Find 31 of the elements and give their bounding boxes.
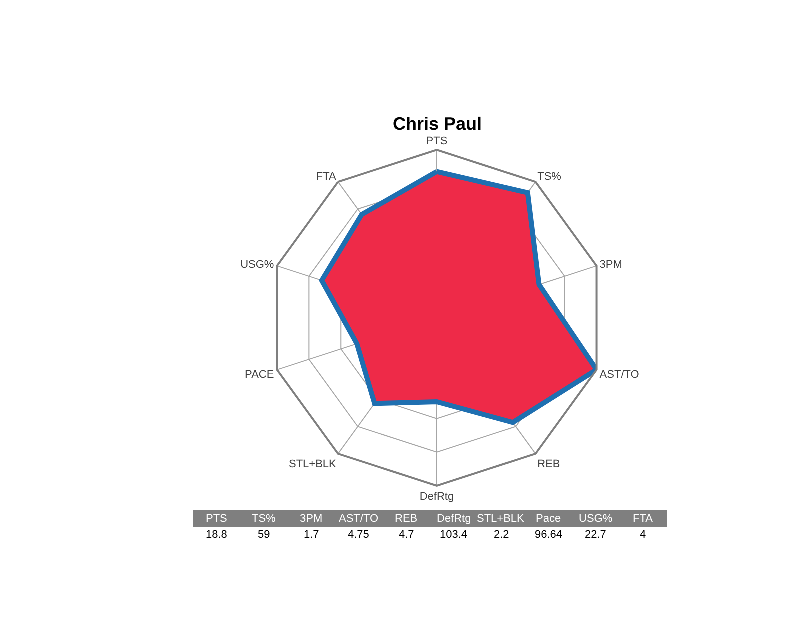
spoke-label: REB [538, 458, 560, 471]
spoke-label: AST/TO [600, 368, 640, 381]
category-label: REB [395, 513, 418, 525]
category-label: PTS [206, 513, 228, 525]
category-label: 3PM [300, 513, 323, 525]
data-label: 96.64 [535, 529, 563, 541]
category-label: FTA [633, 513, 654, 525]
chart-title: Chris Paul [393, 114, 482, 134]
spoke-label: TS% [538, 170, 562, 183]
category-label: Pace [536, 513, 562, 525]
data-label: 4 [640, 529, 646, 541]
spoke-label: STL+BLK [288, 458, 338, 471]
data-label: 18.8 [206, 529, 228, 541]
category-label: AST/TO [339, 513, 379, 525]
data-label: 1.7 [304, 529, 320, 541]
spoke-label: PTS [426, 136, 448, 148]
category-label: DefRtg [437, 513, 472, 525]
spoke-label: USG% [240, 259, 274, 272]
spoke-label: DefRtg [420, 491, 454, 504]
data-label: 103.4 [440, 529, 468, 541]
data-label: 4.7 [399, 529, 414, 541]
spoke-label: FTA [316, 170, 338, 183]
category-label: STL+BLK [477, 513, 526, 525]
data-label: 59 [258, 529, 270, 541]
data-label: 4.75 [348, 529, 370, 541]
category-label: USG% [579, 513, 613, 525]
data-label: 2.2 [494, 529, 510, 541]
data-label: 22.7 [585, 529, 606, 541]
spoke-label: PACE [245, 368, 274, 381]
spoke-label: 3PM [600, 259, 622, 272]
category-label: TS% [252, 513, 276, 525]
